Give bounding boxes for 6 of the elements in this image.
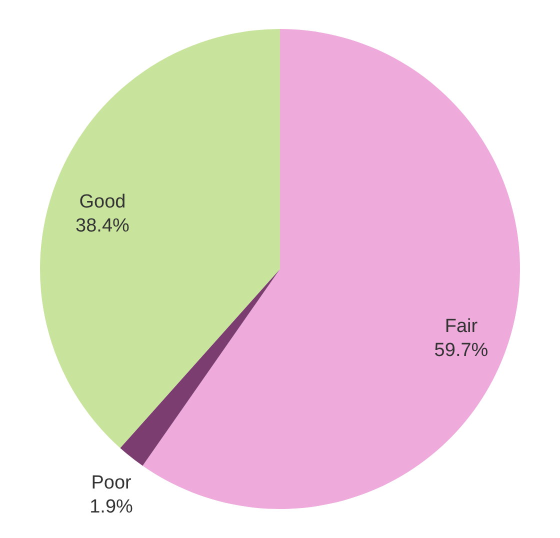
data-label: 59.7% [434, 340, 488, 362]
data-label: 38.4% [76, 215, 130, 236]
data-label: 1.9% [90, 496, 134, 518]
slice-label: Poor [91, 472, 132, 494]
slice-label: Good [79, 191, 126, 212]
slice-label: Fair [444, 316, 478, 338]
